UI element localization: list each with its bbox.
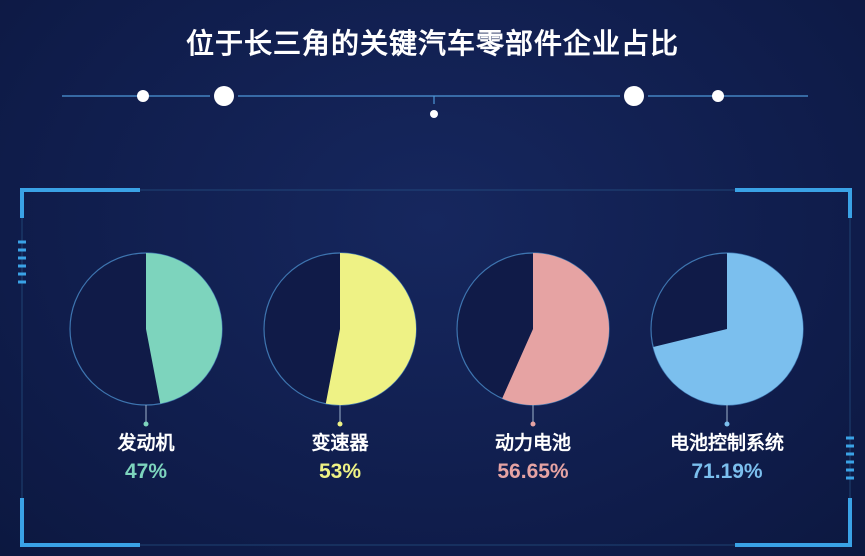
pie-slice: [325, 252, 417, 405]
pie-label: 动力电池: [494, 432, 571, 454]
pie-chart-3: [456, 252, 610, 427]
pie-label: 发动机: [117, 432, 175, 454]
pie-label: 电池控制系统: [669, 432, 784, 454]
pie-percentage: 53%: [318, 460, 362, 483]
pie-percentage: 47%: [124, 460, 168, 483]
pie-slice: [502, 253, 610, 405]
pointer-dot: [337, 421, 343, 427]
pie-chart-2: [263, 252, 417, 427]
title-divider: [62, 86, 808, 118]
pie-percentage: 71.19%: [691, 460, 763, 483]
panel-frame: [18, 188, 854, 547]
pie-slice: [146, 253, 222, 404]
pointer-dot: [724, 421, 730, 427]
pointer-dot: [530, 421, 536, 427]
chart-title: 位于长三角的关键汽车零部件企业占比: [185, 27, 679, 60]
pie-label: 变速器: [311, 432, 369, 454]
pie-percentage: 56.65%: [497, 460, 569, 483]
pie-chart-4: [650, 252, 804, 427]
pointer-dot: [143, 421, 149, 427]
pie-chart-1: [69, 252, 223, 427]
pie-slice: [653, 252, 804, 405]
